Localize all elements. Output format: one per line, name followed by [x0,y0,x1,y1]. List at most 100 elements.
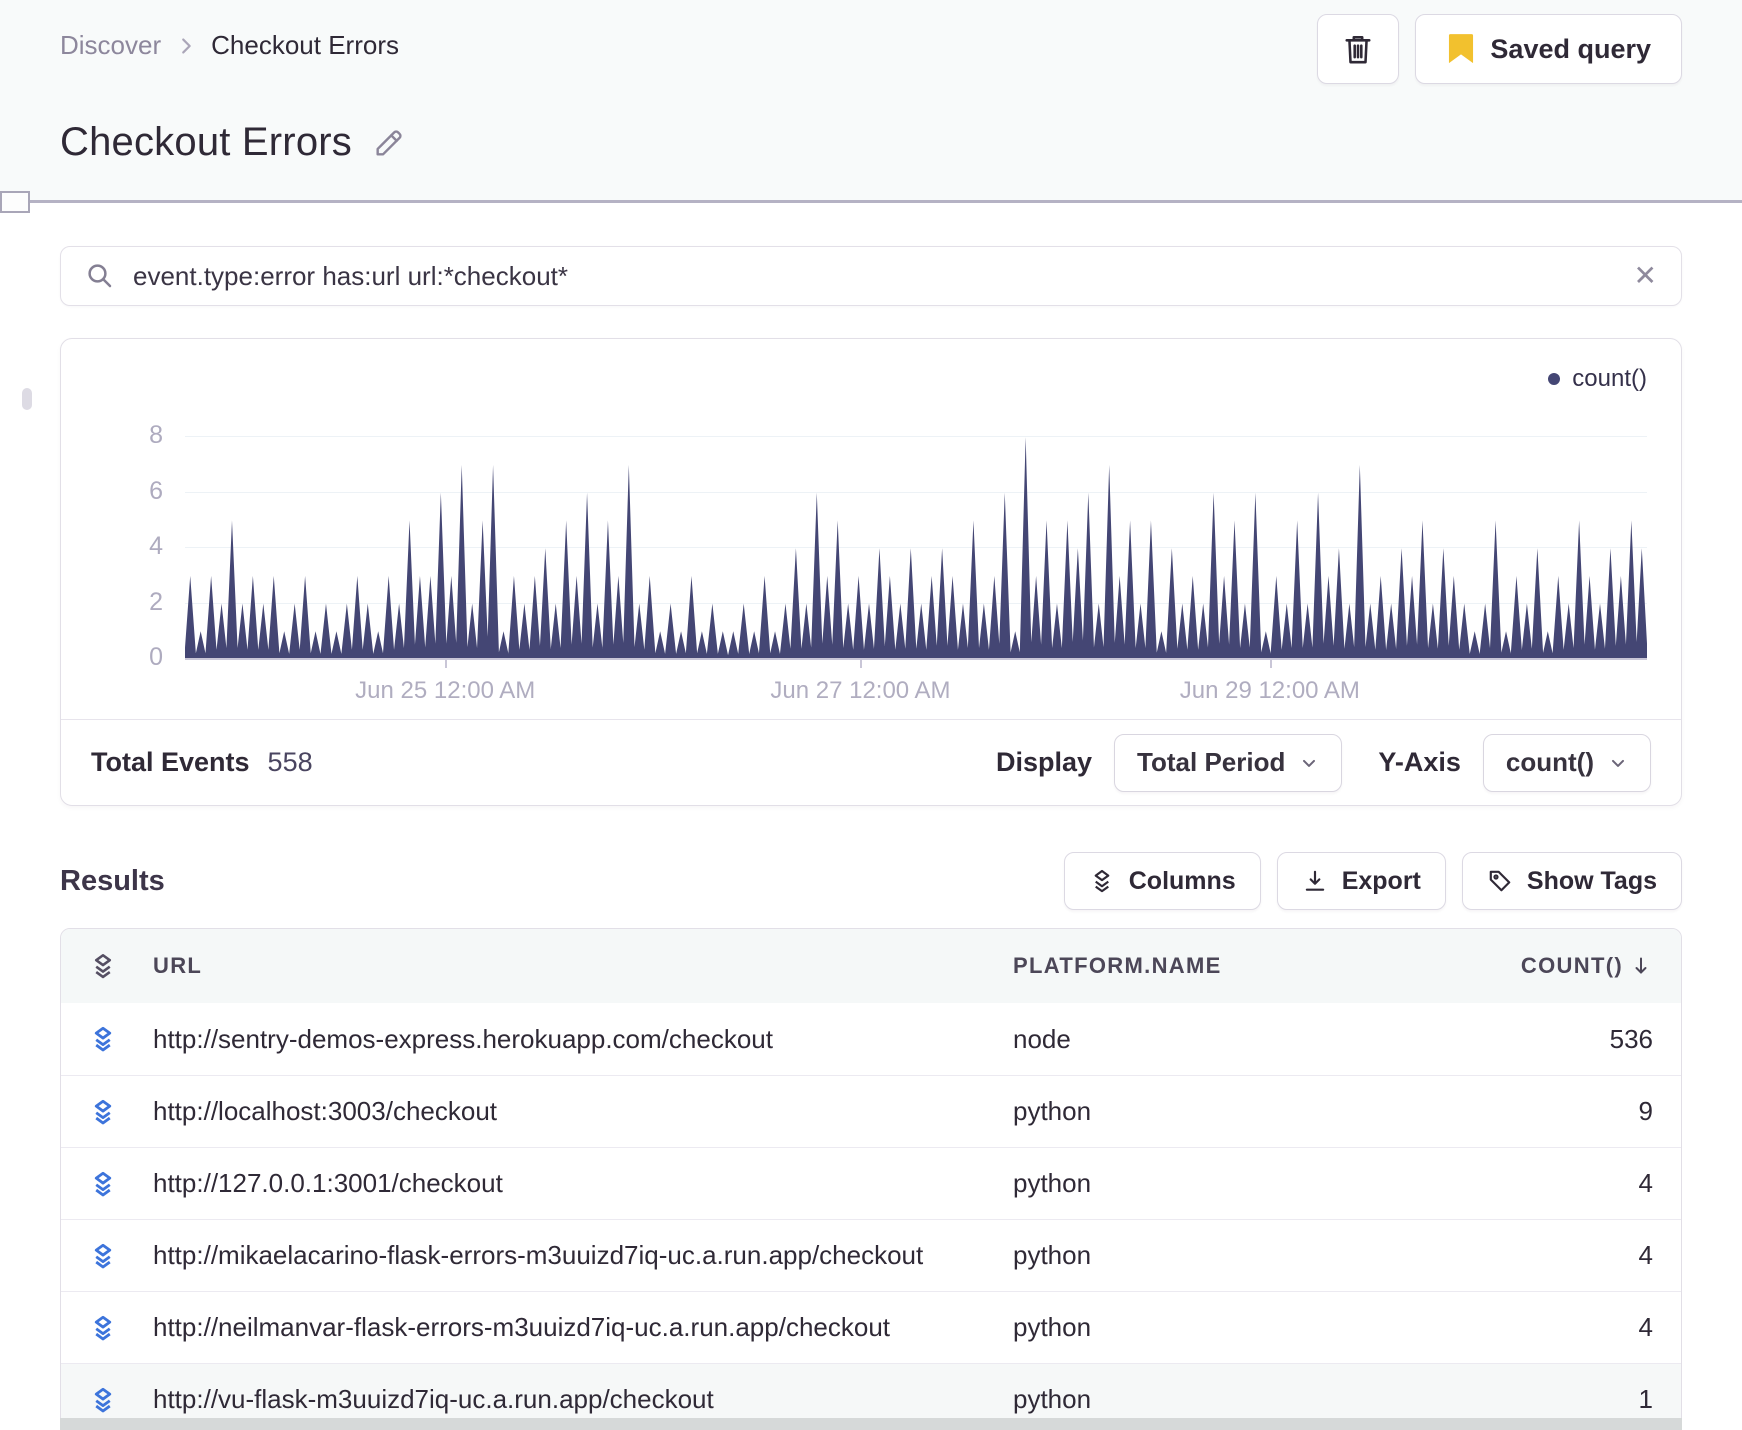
edit-title-icon[interactable] [372,126,406,160]
platform-cell: python [1013,1168,1092,1198]
table-row[interactable]: http://localhost:3003/checkout python 9 [61,1075,1681,1147]
stack-row-icon[interactable] [89,1170,153,1198]
count-cell: 4 [1638,1168,1653,1198]
clear-search-icon[interactable]: ✕ [1633,260,1657,291]
y-axis-tick-label: 2 [149,587,163,616]
stack-row-icon[interactable] [89,1314,153,1342]
url-cell[interactable]: http://vu-flask-m3uuizd7iq-uc.a.run.app/… [153,1384,714,1414]
results-heading: Results [60,864,165,897]
column-header-count[interactable]: COUNT() [1453,953,1653,979]
table-body: http://sentry-demos-express.herokuapp.co… [61,1003,1681,1430]
stack-header-icon[interactable] [89,952,153,980]
chart-gridline [185,547,1647,549]
chart-legend[interactable]: count() [1548,365,1647,393]
platform-cell: python [1013,1384,1092,1414]
y-axis-tick-label: 0 [149,643,163,671]
search-icon [85,261,115,291]
show-tags-button-label: Show Tags [1526,866,1657,895]
breadcrumb-discover-link[interactable]: Discover [60,30,162,60]
column-header-platform[interactable]: PLATFORM.NAME [1013,953,1222,978]
count-cell: 9 [1638,1096,1653,1126]
download-icon [1302,868,1328,894]
saved-query-button[interactable]: Saved query [1415,14,1682,84]
count-cell: 4 [1638,1312,1653,1342]
delete-query-button[interactable] [1317,14,1400,84]
events-chart-panel: count() 0 2 4 6 8 Jun 25 12:00 AM Jun 27 12:00… [60,338,1682,806]
page-header: Discover Checkout Errors Saved query [0,0,1742,200]
y-axis-label: Y-Axis [1378,747,1461,777]
count-cell: 1 [1638,1384,1653,1414]
total-events-label: Total Events [91,747,250,777]
table-row[interactable]: http://127.0.0.1:3001/checkout python 4 [61,1147,1681,1219]
x-axis-tick-label: Jun 25 12:00 AM [355,677,536,704]
url-cell[interactable]: http://localhost:3003/checkout [153,1096,498,1126]
legend-series-label: count() [1572,365,1647,392]
results-table: URL PLATFORM.NAME COUNT() http://sentry-… [60,928,1682,1430]
sort-desc-icon [1629,954,1653,978]
sidebar-collapse-tab[interactable] [0,191,30,213]
table-row[interactable]: http://sentry-demos-express.herokuapp.co… [61,1003,1681,1075]
export-button-label: Export [1341,866,1421,895]
search-bar: ✕ [60,246,1682,306]
chart-gridline [185,436,1647,438]
table-row[interactable]: http://mikaelacarino-flask-errors-m3uuiz… [61,1219,1681,1291]
breadcrumb: Discover Checkout Errors [60,14,399,61]
display-label: Display [996,747,1093,777]
count-cell: 536 [1609,1023,1653,1054]
x-axis-tick [1269,659,1272,668]
page-title: Checkout Errors [60,120,352,164]
y-axis-dropdown[interactable]: count() [1482,733,1651,792]
events-chart: count() 0 2 4 6 8 Jun 25 12:00 AM Jun 27 12:00… [61,339,1681,719]
stack-row-icon[interactable] [89,1242,153,1270]
resize-handle[interactable] [22,388,32,410]
platform-cell: python [1013,1240,1092,1270]
trash-icon [1340,31,1376,67]
count-cell: 4 [1638,1240,1653,1270]
breadcrumb-current: Checkout Errors [211,30,399,60]
url-cell[interactable]: http://sentry-demos-express.herokuapp.co… [153,1023,773,1054]
chart-gridline [185,602,1647,604]
x-axis-tick [860,659,863,668]
chart-gridline [185,491,1647,493]
y-axis-tick-label: 4 [149,532,163,561]
chevron-down-icon [1608,753,1628,773]
x-axis-tick-label: Jun 27 12:00 AM [770,677,951,704]
page-bottom-edge [60,1418,1682,1430]
stack-row-icon[interactable] [89,1098,153,1126]
bookmark-icon [1446,32,1476,66]
table-row[interactable]: http://neilmanvar-flask-errors-m3uuizd7i… [61,1291,1681,1363]
show-tags-button[interactable]: Show Tags [1461,852,1682,910]
platform-cell: node [1013,1023,1071,1054]
chart-spikes [185,437,1647,659]
platform-cell: python [1013,1096,1092,1126]
legend-series-dot [1548,373,1561,385]
columns-button[interactable]: Columns [1063,852,1261,910]
chart-footer: Total Events 558 Display Total Period Y-… [61,719,1681,805]
chevron-down-icon [1299,753,1319,773]
search-input[interactable] [133,260,1616,292]
stack-row-icon[interactable] [89,1386,153,1414]
url-cell[interactable]: http://127.0.0.1:3001/checkout [153,1168,503,1198]
saved-query-label: Saved query [1490,33,1651,64]
url-cell[interactable]: http://neilmanvar-flask-errors-m3uuizd7i… [153,1312,891,1342]
tag-icon [1487,868,1513,894]
table-header-row: URL PLATFORM.NAME COUNT() [61,929,1681,1003]
platform-cell: python [1013,1312,1092,1342]
total-events-value: 558 [267,747,313,777]
x-axis-tick-label: Jun 29 12:00 AM [1179,677,1360,704]
columns-button-label: Columns [1128,866,1236,895]
url-cell[interactable]: http://mikaelacarino-flask-errors-m3uuiz… [153,1240,924,1270]
chart-x-axis-line [185,658,1647,660]
column-header-url[interactable]: URL [153,953,203,978]
y-axis-tick-label: 8 [149,421,163,450]
x-axis-tick [445,659,448,668]
layers-icon [1089,868,1115,894]
display-dropdown[interactable]: Total Period [1114,733,1343,792]
stack-row-icon[interactable] [89,1025,153,1053]
y-axis-tick-label: 6 [149,476,163,505]
chart-plot: 0 2 4 6 8 Jun 25 12:00 AM Jun 27 12:00 AM Jun 2… [149,415,1647,704]
export-button[interactable]: Export [1276,852,1446,910]
y-axis-dropdown-value: count() [1505,747,1594,777]
total-events: Total Events 558 [91,747,313,778]
display-dropdown-value: Total Period [1137,747,1286,777]
